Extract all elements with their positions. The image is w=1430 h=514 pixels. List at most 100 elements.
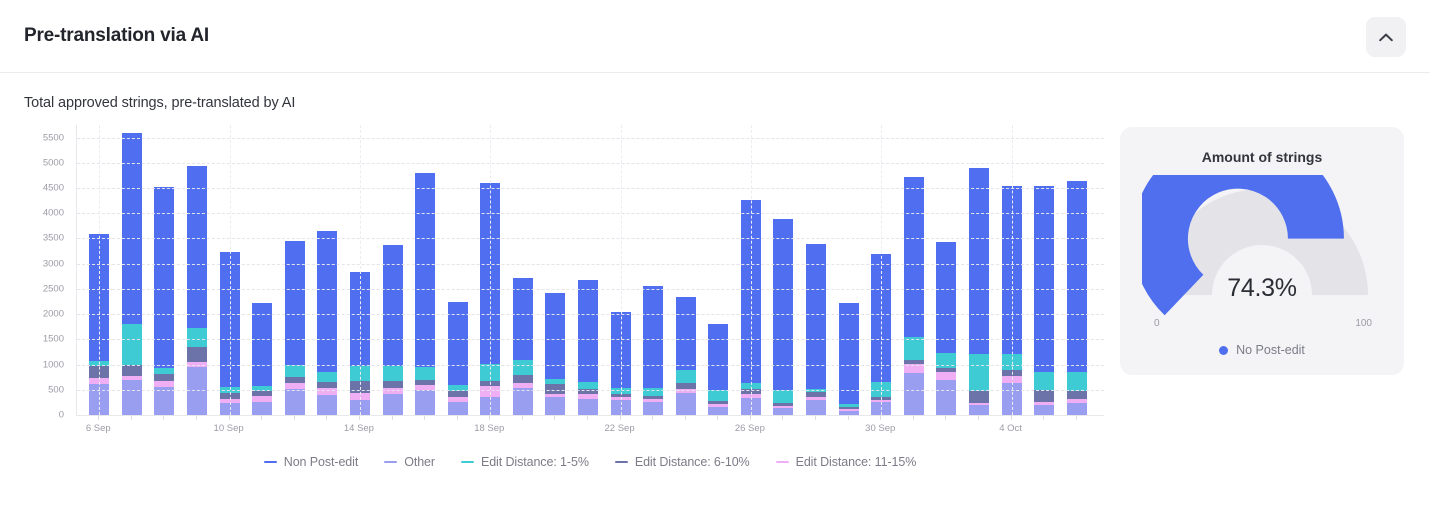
bar-segment[interactable] <box>121 132 142 325</box>
bar-segment[interactable] <box>643 399 664 403</box>
bar-stack[interactable] <box>415 172 436 415</box>
bar-segment[interactable] <box>317 372 338 382</box>
bar-segment[interactable] <box>936 379 957 415</box>
bar-stack[interactable] <box>903 177 924 415</box>
bar-segment[interactable] <box>382 393 403 415</box>
bar-segment[interactable] <box>838 409 859 412</box>
bar-segment[interactable] <box>317 381 338 389</box>
bar-segment[interactable] <box>415 367 436 381</box>
bar-segment[interactable] <box>415 380 436 386</box>
bar-segment[interactable] <box>578 382 598 389</box>
bar-stack[interactable] <box>154 186 175 415</box>
bar-segment[interactable] <box>1066 399 1087 403</box>
bar-stack[interactable] <box>643 286 664 415</box>
bar-segment[interactable] <box>382 244 403 366</box>
bar-segment[interactable] <box>545 396 566 415</box>
bar-segment[interactable] <box>675 296 696 370</box>
collapse-button[interactable] <box>1366 17 1406 57</box>
bar-stack[interactable] <box>382 244 403 415</box>
bar-segment[interactable] <box>773 219 794 390</box>
bar-segment[interactable] <box>675 369 696 384</box>
bar-segment[interactable] <box>903 363 924 374</box>
legend-item-ed_11_15[interactable]: Edit Distance: 11-15% <box>775 455 916 469</box>
bar-segment[interactable] <box>643 395 664 400</box>
legend-item-ed_1_5[interactable]: Edit Distance: 1-5% <box>460 455 589 469</box>
bar-segment[interactable] <box>317 388 338 395</box>
bar-segment[interactable] <box>578 398 598 415</box>
bar-segment[interactable] <box>643 402 664 415</box>
bar-segment[interactable] <box>121 379 142 415</box>
bar-segment[interactable] <box>382 365 403 381</box>
bar-segment[interactable] <box>252 386 273 392</box>
legend-item-non_post_edit[interactable]: Non Post-edit <box>263 455 358 469</box>
bar-segment[interactable] <box>512 388 533 415</box>
bar-segment[interactable] <box>968 391 989 403</box>
bar-segment[interactable] <box>447 301 468 385</box>
bar-segment[interactable] <box>968 402 989 405</box>
bar-segment[interactable] <box>1034 372 1055 390</box>
bar-segment[interactable] <box>773 407 794 415</box>
bar-segment[interactable] <box>447 384 468 392</box>
bar-segment[interactable] <box>447 396 468 403</box>
legend-item-other[interactable]: Other <box>384 455 435 469</box>
bar-segment[interactable] <box>545 384 566 394</box>
bar-segment[interactable] <box>806 244 827 390</box>
bar-segment[interactable] <box>415 389 436 415</box>
bar-segment[interactable] <box>708 390 729 402</box>
gauge-legend[interactable]: No Post-edit <box>1219 343 1305 357</box>
bar-segment[interactable] <box>936 371 957 380</box>
bar-segment[interactable] <box>1066 180 1087 373</box>
bar-segment[interactable] <box>838 407 859 410</box>
bar-segment[interactable] <box>187 165 208 329</box>
bar-stack[interactable] <box>252 303 273 415</box>
bar-segment[interactable] <box>252 401 273 415</box>
bar-stack[interactable] <box>284 241 305 415</box>
bar-segment[interactable] <box>154 386 175 415</box>
bar-segment[interactable] <box>1034 404 1055 415</box>
bar-segment[interactable] <box>121 324 142 365</box>
bar-segment[interactable] <box>806 399 827 415</box>
bar-stack[interactable] <box>578 280 598 415</box>
bar-segment[interactable] <box>121 364 142 377</box>
bar-segment[interactable] <box>545 393 566 397</box>
bar-segment[interactable] <box>708 406 729 415</box>
bar-segment[interactable] <box>936 368 957 372</box>
bar-segment[interactable] <box>773 402 794 406</box>
bar-segment[interactable] <box>284 388 305 415</box>
bar-segment[interactable] <box>968 404 989 415</box>
bar-segment[interactable] <box>1034 401 1055 405</box>
bar-stack[interactable] <box>447 301 468 415</box>
bar-segment[interactable] <box>838 411 859 415</box>
bar-segment[interactable] <box>252 303 273 387</box>
bar-segment[interactable] <box>708 401 729 405</box>
bar-segment[interactable] <box>512 360 533 376</box>
bar-segment[interactable] <box>903 337 924 361</box>
bar-stack[interactable] <box>838 303 859 415</box>
bar-segment[interactable] <box>1066 372 1087 392</box>
bar-segment[interactable] <box>252 396 273 402</box>
bar-segment[interactable] <box>936 242 957 353</box>
bar-segment[interactable] <box>968 168 989 354</box>
bar-stack[interactable] <box>773 219 794 415</box>
bar-segment[interactable] <box>643 388 664 396</box>
bar-segment[interactable] <box>675 388 696 394</box>
bar-segment[interactable] <box>545 379 566 385</box>
bar-segment[interactable] <box>1066 391 1087 400</box>
bar-segment[interactable] <box>317 230 338 373</box>
bar-segment[interactable] <box>578 394 598 399</box>
bar-segment[interactable] <box>187 347 208 363</box>
bar-segment[interactable] <box>154 373 175 381</box>
bar-segment[interactable] <box>121 376 142 380</box>
bar-segment[interactable] <box>284 241 305 366</box>
bar-segment[interactable] <box>252 391 273 397</box>
bar-segment[interactable] <box>708 324 729 391</box>
bar-segment[interactable] <box>903 360 924 364</box>
bar-segment[interactable] <box>382 380 403 389</box>
bar-segment[interactable] <box>578 280 598 383</box>
bar-segment[interactable] <box>1034 389 1055 402</box>
bar-segment[interactable] <box>154 380 175 387</box>
bar-segment[interactable] <box>415 385 436 390</box>
bar-segment[interactable] <box>545 293 566 380</box>
bar-segment[interactable] <box>447 402 468 415</box>
bar-segment[interactable] <box>415 172 436 368</box>
